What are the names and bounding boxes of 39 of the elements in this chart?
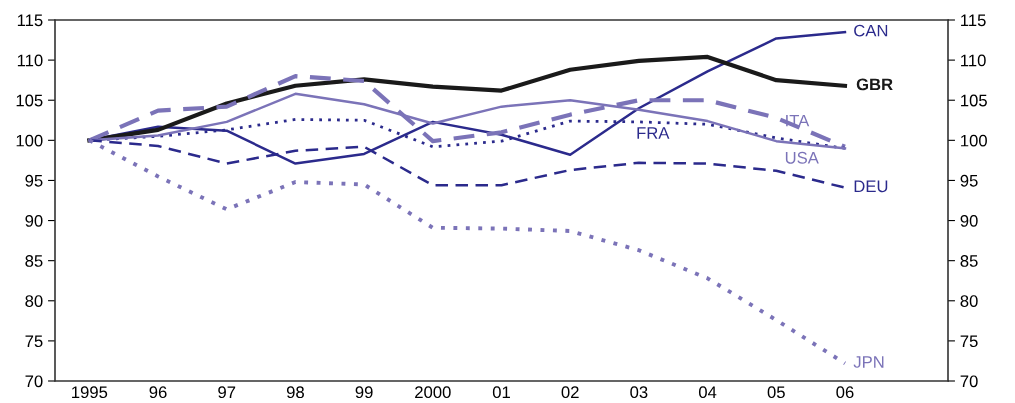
y-tick-label: 75 <box>25 335 43 348</box>
y2-tick-label: 115 <box>961 14 986 27</box>
y2-tick-label: 70 <box>960 375 978 388</box>
y-tick-label: 85 <box>25 255 43 267</box>
y-tick-label: 80 <box>25 295 43 307</box>
y-tick-label: 115 <box>17 14 43 27</box>
y2-tick-label: 110 <box>961 54 986 67</box>
x-tick-label: 06 <box>836 386 854 399</box>
x-tick-label: 02 <box>561 386 579 399</box>
y-tick-label: 90 <box>25 214 43 227</box>
x-tick-label: 03 <box>630 386 648 399</box>
series-label: FRA <box>637 127 670 139</box>
x-tick-label: 2000 <box>415 386 451 399</box>
x-tick-label: 98 <box>286 386 304 399</box>
y2-tick-label: 75 <box>960 335 978 348</box>
y-tick-label: 95 <box>25 174 43 187</box>
y-tick-label: 100 <box>16 134 43 147</box>
x-tick-label: 01 <box>492 386 510 399</box>
x-tick-label: 97 <box>218 386 236 399</box>
y2-tick-label: 95 <box>960 174 978 187</box>
y-tick-label: 110 <box>17 54 43 67</box>
x-tick-label: 99 <box>355 386 373 399</box>
y2-tick-label: 100 <box>961 134 987 147</box>
y-tick-label: 105 <box>16 94 43 107</box>
y2-tick-label: 85 <box>960 255 978 267</box>
y2-tick-label: 90 <box>960 214 978 227</box>
y-tick-label: 70 <box>25 375 43 388</box>
series-label: DEU <box>854 180 888 193</box>
x-tick-label: 04 <box>698 386 717 399</box>
y2-tick-label: 105 <box>961 94 987 107</box>
series-label: GBR <box>856 78 893 91</box>
line-series <box>87 54 848 143</box>
x-tick-label: 05 <box>767 386 785 399</box>
x-tick-label: 96 <box>149 386 167 399</box>
y2-tick-label: 80 <box>960 295 978 307</box>
x-tick-label: 1995 <box>72 386 108 399</box>
series-label: CAN <box>854 24 888 37</box>
series-label: USA <box>785 151 819 164</box>
series-label: JPN <box>853 356 884 368</box>
